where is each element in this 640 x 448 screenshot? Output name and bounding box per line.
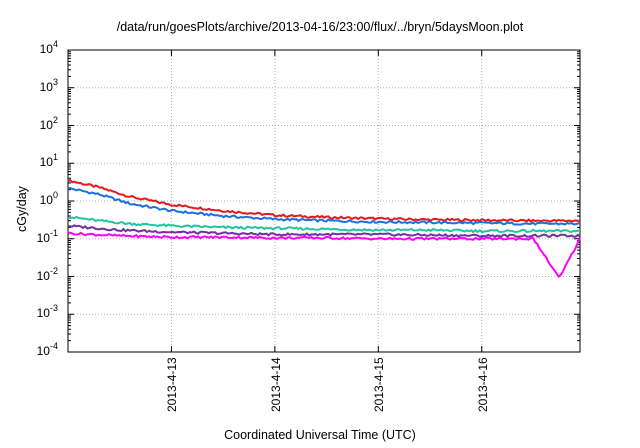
y-tick-label: 103 [39,76,58,94]
series-line-3 [67,215,581,234]
y-tick-label: 10-3 [36,303,58,321]
series-line-4 [67,224,581,239]
y-tick-label: 10-2 [36,265,58,283]
y-tick-label: 100 [39,190,58,208]
series-line-1 [67,178,581,223]
chart-title: /data/run/goesPlots/archive/2013-04-16/2… [116,20,524,34]
x-axis-label: Coordinated Universal Time (UTC) [224,428,416,442]
y-tick-label: 10-1 [36,227,58,245]
series-line-2 [67,186,581,226]
y-tick-label: 10-4 [36,341,58,359]
y-tick-label: 104 [39,39,58,57]
y-tick-label: 102 [39,114,58,132]
y-tick-label: 101 [39,152,58,170]
series-line-5 [67,231,581,278]
